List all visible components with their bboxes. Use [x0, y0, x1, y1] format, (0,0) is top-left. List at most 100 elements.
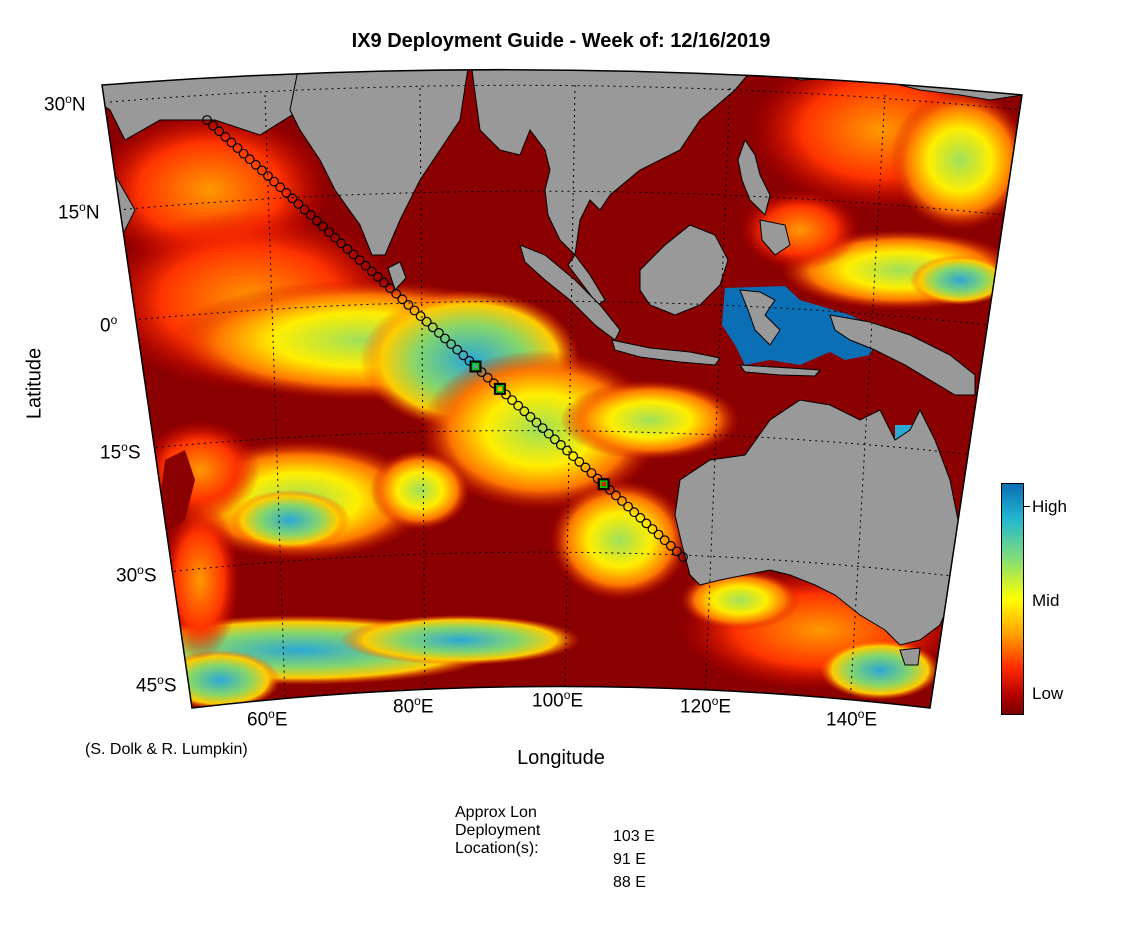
track-point — [202, 115, 212, 125]
track-point — [226, 137, 237, 148]
track-point — [665, 540, 676, 551]
track-point — [672, 546, 682, 557]
track-point — [629, 507, 640, 518]
deployment-marker — [597, 478, 610, 491]
track-point — [263, 171, 273, 181]
track-point — [531, 417, 542, 428]
track-point — [403, 300, 414, 310]
track-point — [373, 272, 383, 282]
deployment-location-item: 88 E — [613, 874, 646, 891]
track-point — [440, 333, 450, 344]
graticule — [109, 84, 1022, 706]
track-point — [379, 277, 389, 288]
track-point — [635, 512, 646, 523]
deployment-marker-inner — [599, 480, 608, 488]
y-axis-label: Latitude — [23, 347, 46, 420]
track-point — [611, 490, 621, 501]
track-point — [574, 456, 585, 467]
track-point — [617, 496, 627, 506]
track-point — [580, 462, 591, 473]
track-point — [586, 468, 597, 478]
track-point — [543, 428, 554, 439]
track-point — [434, 328, 444, 338]
lat-tick-30n: 30oN — [44, 92, 86, 116]
track-point — [568, 451, 579, 462]
track-point — [214, 126, 225, 137]
x-axis-label: Longitude — [517, 747, 605, 769]
track-point — [275, 182, 286, 193]
lat-tick-15n: 15oN — [58, 200, 100, 224]
map-frame — [101, 68, 1023, 709]
track-point — [507, 395, 517, 406]
deployment-marker — [493, 382, 506, 395]
track-point — [324, 227, 335, 238]
deployment-marker-inner — [471, 362, 480, 371]
lat-tick-30s: 30oS — [116, 563, 157, 587]
track-point — [641, 518, 652, 529]
track-point — [623, 501, 633, 512]
track-point — [482, 372, 493, 383]
track-point — [354, 255, 365, 266]
track-point — [397, 294, 408, 305]
track-point — [293, 199, 304, 209]
track-point — [513, 400, 524, 411]
track-point — [562, 445, 572, 456]
deployment-location-item: 103 E — [613, 828, 655, 845]
track-point — [427, 322, 438, 333]
deployment-locations: 103 E 91 E 88 E — [613, 825, 655, 894]
lon-tick-80e: 80oE — [393, 694, 434, 718]
colorbar-low-label: Low — [1032, 684, 1064, 703]
colorbar — [1001, 483, 1024, 715]
track-point — [366, 266, 377, 277]
credit-text: (S. Dolk & R. Lumpkin) — [85, 741, 248, 758]
track-point — [409, 305, 420, 316]
track-point — [348, 249, 359, 260]
track-point — [458, 350, 469, 361]
track-point — [556, 440, 566, 450]
track-point — [281, 187, 292, 198]
lon-tick-100e: 100oE — [532, 688, 584, 712]
lat-tick-45s: 45oS — [136, 673, 177, 697]
track-point — [342, 243, 353, 254]
lon-tick-60e: 60oE — [247, 707, 288, 731]
colorbar-high-label: High — [1032, 497, 1067, 516]
ship-track — [202, 115, 688, 562]
track-point — [446, 339, 457, 350]
track-point — [525, 412, 536, 422]
track-point — [305, 210, 316, 221]
track-point — [208, 120, 219, 131]
track-point — [647, 524, 658, 534]
track-point — [232, 143, 243, 153]
track-point — [519, 406, 530, 417]
track-point — [678, 552, 688, 562]
track-point — [257, 165, 267, 176]
lat-tick-0: 0o — [100, 313, 118, 337]
track-point — [311, 215, 322, 226]
track-point — [220, 131, 231, 142]
track-point — [287, 193, 298, 204]
track-point — [653, 529, 664, 540]
track-point — [415, 311, 426, 322]
track-point — [299, 204, 310, 215]
deployment-label: Approx Lon Deployment Location(s): — [455, 804, 541, 857]
lat-tick-15s: 15oS — [100, 440, 141, 464]
track-point — [330, 232, 341, 243]
track-point — [269, 176, 280, 187]
track-point — [360, 260, 371, 271]
track-point — [537, 423, 548, 434]
track-point — [385, 283, 396, 294]
lon-tick-140e: 140oE — [826, 707, 878, 731]
deployment-marker — [469, 360, 482, 373]
chart-title: IX9 Deployment Guide - Week of: 12/16/20… — [351, 30, 771, 52]
track-point — [549, 434, 560, 445]
track-point — [250, 159, 261, 170]
track-point — [421, 316, 432, 327]
track-point — [452, 344, 463, 355]
track-point — [318, 221, 328, 232]
deployment-location-item: 91 E — [613, 851, 646, 868]
colorbar-mid-label: Mid — [1032, 591, 1060, 610]
track-point — [336, 238, 347, 249]
track-point — [238, 148, 249, 159]
track-point — [244, 154, 255, 165]
